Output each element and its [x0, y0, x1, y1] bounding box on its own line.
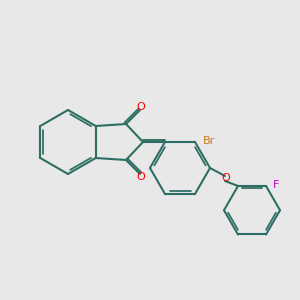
Text: F: F — [273, 180, 279, 190]
Text: O: O — [136, 102, 146, 112]
Text: Br: Br — [203, 136, 215, 146]
Text: O: O — [222, 173, 230, 183]
Text: O: O — [136, 172, 146, 182]
